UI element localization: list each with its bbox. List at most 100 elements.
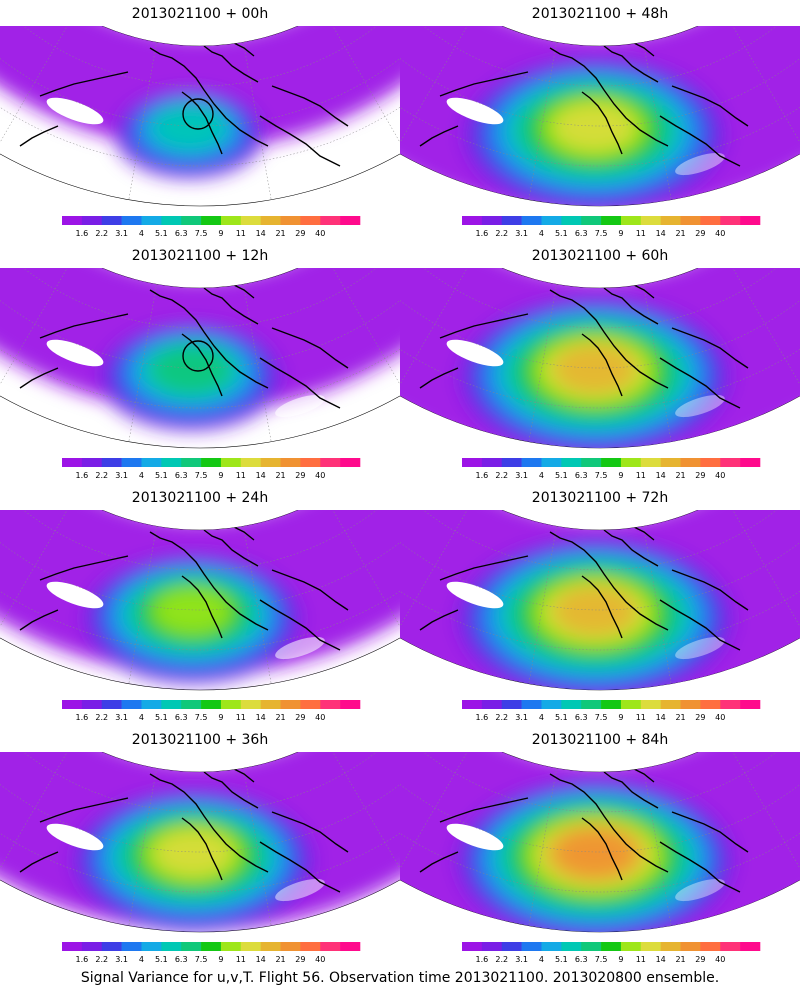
colorbar-tick-label: 6.3: [175, 713, 188, 722]
colorbar-tick-label: 7.5: [195, 955, 208, 964]
colorbar-swatch: [201, 700, 222, 709]
colorbar-swatch: [620, 458, 642, 467]
colorbar-tick-label: 3.1: [515, 955, 528, 964]
colorbar-swatch: [240, 216, 261, 225]
colorbar-tick-label: 1.6: [475, 955, 488, 964]
colorbar-swatch: [121, 700, 142, 709]
colorbar-swatch: [740, 458, 761, 467]
colorbar-tick-label: 1.6: [475, 229, 488, 238]
colorbar: 1.6 2.2 3.1 4 5.1 6.3 7.5 9 11 14 21 29 40: [462, 942, 761, 964]
colorbar-tick-label: 29: [295, 471, 305, 480]
colorbar-tick-label: 5.1: [155, 229, 168, 238]
colorbar-swatch: [101, 216, 122, 225]
colorbar-swatch: [161, 216, 182, 225]
colorbar-tick-label: 6.3: [575, 471, 588, 480]
panel-title: 2013021100 + 24h: [131, 490, 269, 506]
colorbar-tick-label: 29: [695, 229, 705, 238]
colorbar-tick-label: 7.5: [195, 713, 208, 722]
colorbar-swatch: [340, 216, 361, 225]
colorbar-tick-label: 2.2: [95, 229, 108, 238]
graticule: [400, 510, 800, 684]
colorbar-swatch: [260, 942, 281, 951]
colorbar-swatch: [680, 458, 701, 467]
colorbar-tick-label: 14: [656, 713, 666, 722]
colorbar-swatch: [720, 458, 741, 467]
colorbar-swatch: [240, 458, 261, 467]
colorbar-tick-label: 14: [256, 229, 266, 238]
colorbar-swatch: [541, 700, 562, 709]
colorbar-swatch: [601, 942, 622, 951]
colorbar-tick-label: 6.3: [175, 471, 188, 480]
colorbar-tick-label: 11: [236, 955, 246, 964]
colorbar-tick-label: 1.6: [75, 955, 88, 964]
colorbar-tick-label: 7.5: [595, 713, 608, 722]
variance-field: [400, 268, 800, 448]
colorbar-tick-label: 21: [675, 471, 685, 480]
colorbar-swatch: [300, 700, 321, 709]
map-panel-36h: 2013021100 + 36h 1.6 2.2 3.1 4 5.1 6.3 7.5 9 11 1…: [0, 726, 400, 966]
colorbar-swatch: [141, 216, 162, 225]
colorbar-tick-label: 29: [695, 471, 705, 480]
colorbar-tick-label: 29: [295, 955, 305, 964]
colorbar-swatch: [260, 458, 281, 467]
coastline: [419, 761, 749, 893]
colorbar-tick-label: 11: [636, 229, 646, 238]
panel-title: 2013021100 + 48h: [531, 6, 669, 22]
colorbar-tick-label: 2.2: [95, 471, 108, 480]
colorbar-swatch: [680, 216, 701, 225]
colorbar-tick-label: 21: [675, 229, 685, 238]
colorbar-tick-label: 1.6: [75, 713, 88, 722]
colorbar-swatch: [101, 458, 122, 467]
colorbar-tick-label: 5.1: [555, 955, 568, 964]
map-panel-60h: 2013021100 + 60h 1.6 2.2 3.1 4 5.1 6.3 7.5 9 11 1…: [400, 242, 800, 482]
colorbar-swatch: [501, 216, 522, 225]
colorbar-swatch: [240, 942, 261, 951]
map-plot: [0, 268, 400, 449]
colorbar-swatch: [521, 942, 542, 951]
colorbar-tick-label: 6.3: [575, 229, 588, 238]
colorbar-swatch: [340, 942, 361, 951]
colorbar-swatch: [521, 700, 542, 709]
colorbar-swatch: [462, 700, 483, 709]
colorbar-tick-label: 1.6: [75, 229, 88, 238]
colorbar-swatch: [481, 942, 503, 951]
colorbar-tick-label: 2.2: [495, 229, 508, 238]
colorbar-swatch: [640, 942, 661, 951]
colorbar-swatch: [561, 216, 582, 225]
colorbar-swatch: [462, 458, 483, 467]
colorbar-swatch: [541, 458, 562, 467]
colorbar-swatch: [720, 942, 741, 951]
colorbar-swatch: [640, 458, 661, 467]
colorbar-tick-label: 3.1: [115, 955, 128, 964]
colorbar-swatch: [720, 216, 741, 225]
colorbar-tick-label: 2.2: [95, 713, 108, 722]
map-plot: [400, 26, 800, 207]
colorbar-swatch: [481, 216, 503, 225]
colorbar-swatch: [601, 216, 622, 225]
colorbar-swatch: [141, 942, 162, 951]
colorbar-swatch: [300, 458, 321, 467]
colorbar-swatch: [720, 700, 741, 709]
colorbar-tick-label: 7.5: [195, 229, 208, 238]
colorbar-tick-label: 21: [275, 713, 285, 722]
colorbar-swatch: [181, 216, 202, 225]
colorbar-swatch: [501, 458, 522, 467]
colorbar-tick-label: 29: [695, 713, 705, 722]
colorbar-tick-label: 6.3: [575, 713, 588, 722]
colorbar-swatch: [141, 700, 162, 709]
coastline: [419, 519, 749, 651]
colorbar-tick-label: 3.1: [115, 713, 128, 722]
colorbar-swatch: [740, 942, 761, 951]
colorbar-swatch: [201, 216, 222, 225]
colorbar-swatch: [481, 700, 503, 709]
colorbar-tick-label: 11: [636, 955, 646, 964]
map-panel-12h: 2013021100 + 12h 1.6 2.2 3.1 4 5.1 6.3 7.5 9 11 1…: [0, 242, 400, 482]
panel-title: 2013021100 + 00h: [131, 6, 269, 22]
colorbar-tick-label: 7.5: [595, 955, 608, 964]
colorbar-swatch: [700, 700, 721, 709]
colorbar-swatch: [740, 700, 761, 709]
colorbar-tick-label: 6.3: [575, 955, 588, 964]
colorbar-swatch: [620, 700, 642, 709]
map-panel-48h: 2013021100 + 48h 1.6 2.2 3.1 4 5.1 6.3 7.5 9 11 1…: [400, 0, 800, 240]
colorbar-swatch: [680, 700, 701, 709]
